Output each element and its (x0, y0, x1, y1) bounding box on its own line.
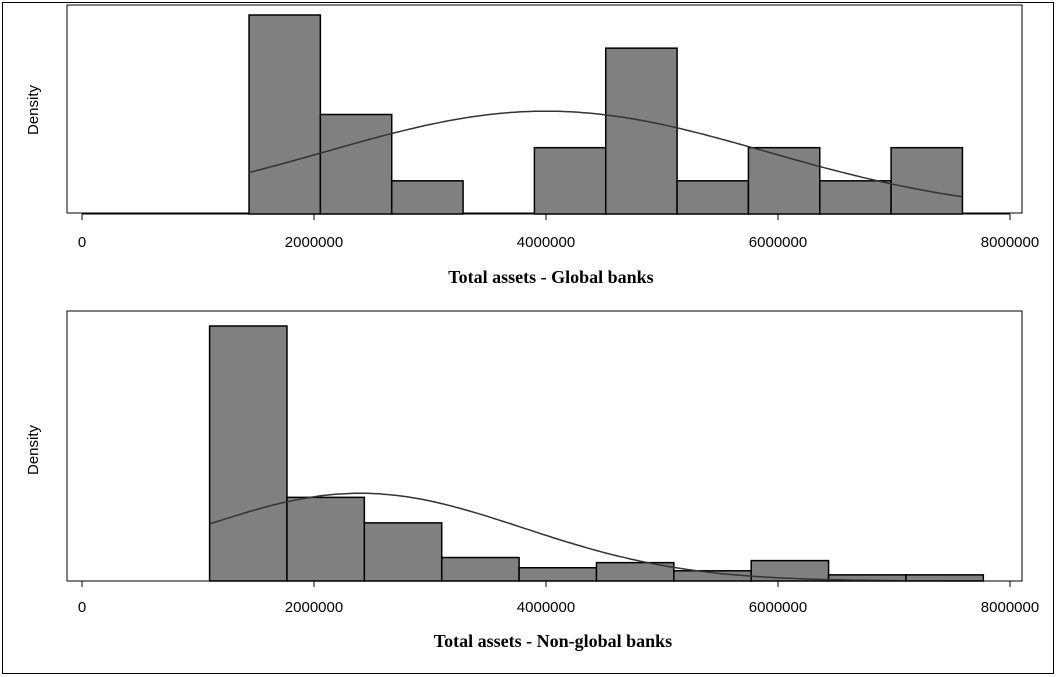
y-axis-title-non-global: Density (25, 424, 42, 475)
x-axis-non-global: 0 2000000 4000000 6000000 8000000 (78, 580, 1039, 616)
x-tick-label: 4000000 (517, 599, 575, 616)
panel-global: 0 2000000 4000000 6000000 8000000 Density To… (25, 4, 1039, 287)
y-axis-title-global: Density (25, 84, 42, 135)
x-axis-title-non-global: Total assets - Non-global banks (434, 631, 672, 651)
histogram-bar (363, 522, 443, 582)
histogram-bar (440, 556, 520, 582)
histogram-bar (286, 496, 366, 582)
histogram-bar (533, 146, 607, 215)
histogram-bar (676, 180, 750, 215)
density-curve-global (248, 110, 963, 198)
x-tick-label: 8000000 (981, 599, 1039, 616)
histogram-bar (390, 180, 464, 215)
x-tick-label: 0 (78, 599, 86, 616)
density-curve-non-global (209, 492, 984, 582)
x-tick-label: 6000000 (749, 234, 807, 251)
x-tick-label: 2000000 (285, 234, 343, 251)
x-tick-label: 6000000 (749, 599, 807, 616)
x-tick-label: 4000000 (517, 234, 575, 251)
histogram-bar (819, 180, 892, 215)
histogram-bar (518, 566, 598, 582)
histogram-bar (208, 325, 288, 582)
x-tick-label: 2000000 (285, 599, 343, 616)
x-axis-global: 0 2000000 4000000 6000000 8000000 (78, 213, 1039, 251)
panel-non-global: 0 2000000 4000000 6000000 8000000 Density To… (25, 310, 1039, 651)
bars-non-global (208, 325, 985, 582)
histogram-bar (248, 14, 322, 215)
x-axis-title-global: Total assets - Global banks (448, 267, 653, 287)
histogram-bar (319, 113, 393, 215)
histogram-bar (890, 146, 964, 215)
x-tick-label: 0 (78, 234, 86, 251)
histogram-bar (604, 47, 678, 215)
x-tick-label: 8000000 (981, 234, 1039, 251)
histogram-bar (747, 146, 821, 215)
